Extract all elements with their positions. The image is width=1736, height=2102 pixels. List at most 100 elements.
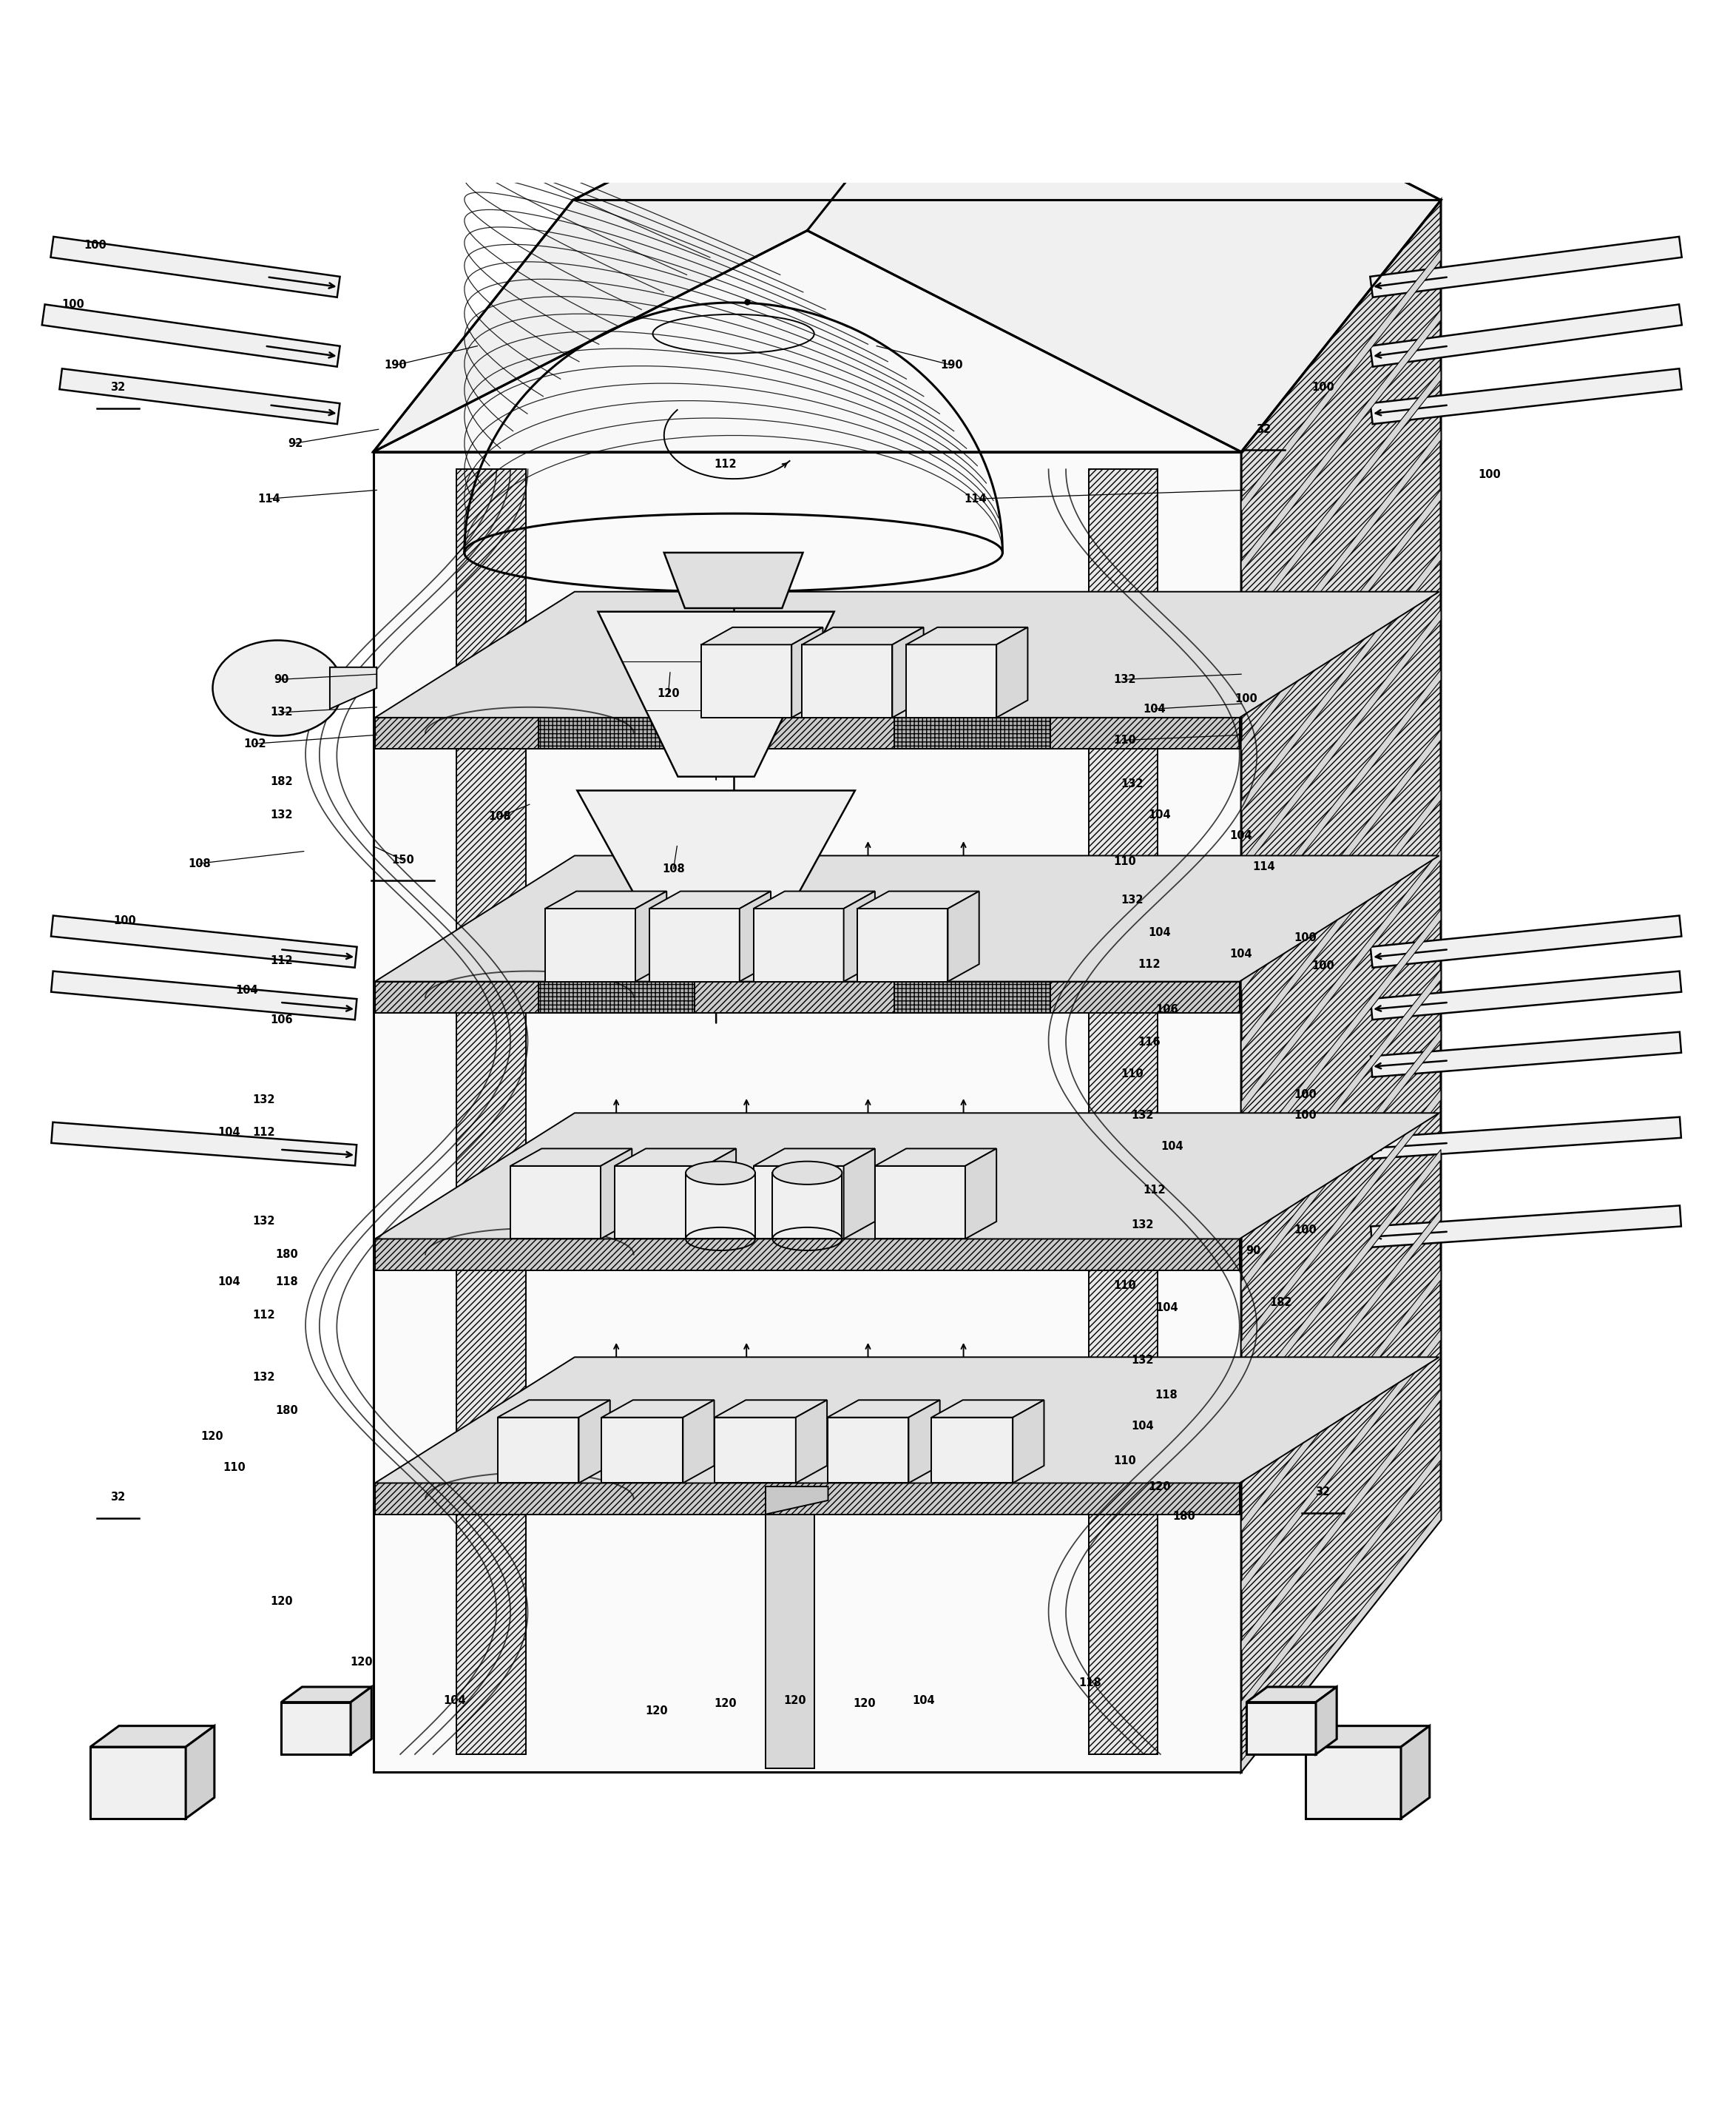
Text: 108: 108 [488,811,512,822]
Text: 190: 190 [384,359,408,370]
Bar [538,717,694,748]
Polygon shape [50,238,340,296]
Polygon shape [1370,368,1682,425]
Polygon shape [59,368,340,425]
Polygon shape [601,1148,632,1238]
Polygon shape [1370,971,1682,1019]
Text: 110: 110 [1113,1455,1137,1467]
Polygon shape [42,305,340,366]
Text: 112: 112 [713,458,738,469]
Bar [894,982,1050,1013]
Polygon shape [753,1148,875,1167]
Polygon shape [875,1148,996,1167]
Text: 114: 114 [1252,862,1276,872]
Text: 180: 180 [274,1404,299,1417]
Text: 32: 32 [1316,1486,1330,1497]
Text: 102: 102 [243,738,267,748]
Polygon shape [373,200,1441,452]
Text: 104: 104 [443,1694,467,1707]
Polygon shape [186,1726,214,1818]
Text: 182: 182 [269,776,293,788]
Text: 104: 104 [234,984,259,996]
Text: 32: 32 [111,383,125,393]
Polygon shape [510,1148,632,1167]
Polygon shape [375,591,1439,717]
Text: 100: 100 [1234,694,1259,704]
Polygon shape [1370,238,1682,296]
Polygon shape [740,891,771,982]
Polygon shape [1370,305,1682,366]
Polygon shape [1371,1116,1680,1158]
Text: 132: 132 [271,706,292,719]
Polygon shape [281,1703,351,1755]
Polygon shape [1241,849,1441,1112]
Polygon shape [1241,729,1441,992]
Text: 132: 132 [1132,1110,1153,1120]
Polygon shape [1241,309,1441,572]
Polygon shape [1371,1032,1680,1076]
Text: 108: 108 [661,864,686,874]
Text: 190: 190 [939,359,963,370]
Polygon shape [802,626,924,645]
Polygon shape [649,908,740,982]
Text: 100: 100 [1293,1110,1318,1120]
Text: 112: 112 [269,954,293,967]
Text: 104: 104 [217,1127,241,1137]
Ellipse shape [686,1160,755,1183]
Text: 104: 104 [911,1694,936,1707]
Polygon shape [330,666,377,708]
Polygon shape [844,891,875,982]
Text: 110: 110 [222,1463,247,1474]
Polygon shape [753,908,844,982]
Polygon shape [715,1400,826,1417]
Polygon shape [1305,1747,1401,1818]
Text: 114: 114 [257,494,281,504]
Polygon shape [1305,1726,1430,1747]
Text: 120: 120 [656,687,681,698]
Polygon shape [573,0,1441,200]
Polygon shape [1370,916,1682,967]
Polygon shape [351,1688,372,1755]
Text: 100: 100 [83,240,108,250]
Text: 100: 100 [1311,383,1335,393]
Text: 150: 150 [391,853,415,866]
Polygon shape [1241,1209,1441,1471]
Bar [686,1173,755,1238]
Polygon shape [375,717,1240,748]
Polygon shape [510,1167,601,1238]
Polygon shape [766,1513,814,1768]
Polygon shape [965,1148,996,1238]
Text: 132: 132 [1121,778,1142,788]
Text: 32: 32 [1257,425,1271,435]
Polygon shape [1241,1270,1441,1532]
Polygon shape [858,891,979,908]
Polygon shape [932,1417,1012,1484]
Polygon shape [705,1148,736,1238]
Polygon shape [663,553,802,607]
Polygon shape [90,1726,214,1747]
Text: 100: 100 [1293,1089,1318,1099]
Polygon shape [858,908,948,982]
Text: 182: 182 [1269,1297,1293,1307]
Text: 110: 110 [1120,1068,1144,1078]
Polygon shape [906,626,1028,645]
Polygon shape [1241,370,1441,633]
Polygon shape [875,1167,965,1238]
Polygon shape [1241,790,1441,1051]
Polygon shape [1241,1089,1441,1352]
Text: 116: 116 [1137,1036,1161,1049]
Polygon shape [375,1112,1439,1238]
Polygon shape [649,891,771,908]
Polygon shape [766,1486,828,1513]
Text: 104: 104 [1154,1303,1179,1314]
Text: 132: 132 [1132,1354,1153,1366]
Text: 120: 120 [269,1595,293,1608]
Polygon shape [1241,200,1441,1772]
Text: 104: 104 [1142,704,1167,715]
Polygon shape [795,1400,826,1484]
Polygon shape [498,1417,578,1484]
Polygon shape [375,1358,1439,1484]
Text: 132: 132 [1132,1219,1153,1230]
Polygon shape [1241,1150,1441,1413]
Text: 92: 92 [288,437,302,448]
